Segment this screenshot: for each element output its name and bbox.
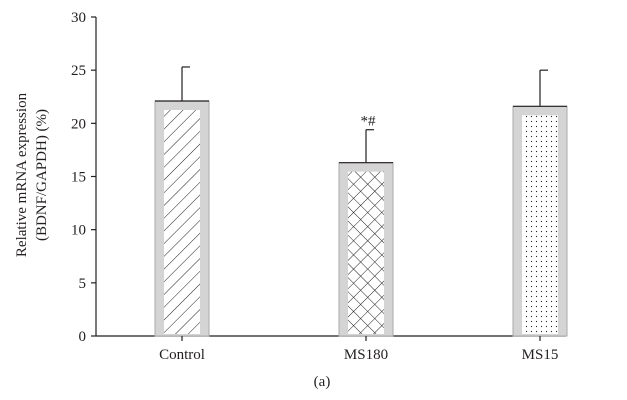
x-tick-label: MS15: [522, 347, 559, 363]
x-tick-label: Control: [159, 347, 205, 363]
x-tick-label: MS180: [344, 347, 388, 363]
y-axis-title-line2: (BDNF/GAPDH) (%): [34, 109, 50, 241]
significance-annotation: *#: [361, 114, 377, 130]
y-axis-title: Relative mRNA expression (BDNF/GAPDH) (%…: [14, 92, 50, 257]
bar-ms180: *#: [338, 114, 394, 337]
subfigure-label: (a): [314, 374, 331, 390]
bars: *#: [154, 66, 568, 337]
y-tick-label: 20: [71, 116, 86, 132]
bar-pattern-fill: [164, 110, 200, 335]
y-tick-label: 15: [71, 170, 86, 186]
bar-pattern-fill: [348, 171, 384, 334]
y-tick-label: 25: [71, 63, 86, 79]
y-axis-title-line1: Relative mRNA expression: [14, 92, 30, 257]
bar-ms15: [512, 69, 568, 337]
bar-control: [154, 66, 210, 337]
bar-pattern-fill: [522, 115, 558, 334]
x-tick-labels: Control MS180 MS15: [159, 336, 558, 363]
y-ticks: 0 5 10 15 20 25 30: [71, 10, 96, 345]
y-tick-label: 5: [79, 276, 87, 292]
y-tick-label: 30: [71, 10, 86, 26]
y-tick-label: 0: [79, 329, 87, 345]
y-tick-label: 10: [71, 223, 86, 239]
